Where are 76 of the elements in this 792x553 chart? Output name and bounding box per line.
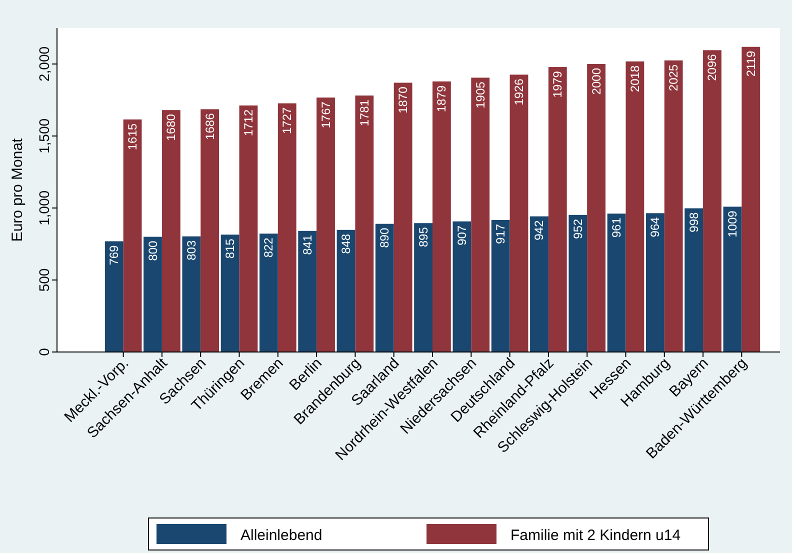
data-label: 2025 — [666, 64, 681, 92]
bar — [548, 67, 567, 352]
data-label: 800 — [146, 240, 160, 261]
bar — [723, 206, 742, 352]
data-label: 917 — [494, 224, 508, 244]
bar — [123, 119, 142, 352]
bar — [491, 220, 510, 352]
bar — [316, 98, 335, 352]
data-label: 1926 — [512, 78, 526, 106]
bar — [220, 234, 240, 352]
legend-label: Alleinlebend — [240, 527, 322, 544]
bar — [298, 230, 317, 352]
bar — [144, 236, 162, 352]
data-label: 1905 — [473, 81, 488, 108]
bar — [587, 64, 606, 352]
data-label: 2119 — [744, 50, 758, 77]
data-label: 961 — [610, 217, 624, 238]
bar — [607, 214, 626, 352]
bar — [355, 96, 374, 352]
data-label: 1879 — [434, 85, 449, 112]
bar — [336, 230, 356, 352]
data-label: 1009 — [725, 210, 740, 238]
data-label: 815 — [223, 238, 238, 259]
data-label: 841 — [300, 234, 314, 255]
data-label: 848 — [339, 234, 354, 254]
bar — [432, 81, 451, 352]
data-label: 1870 — [396, 86, 410, 114]
bar — [646, 213, 664, 352]
bar — [471, 78, 490, 352]
bar — [278, 103, 296, 352]
y-tick-label: 0 — [36, 348, 52, 356]
bar — [394, 82, 412, 352]
bar — [182, 236, 201, 352]
y-tick-label: 1,500 — [36, 118, 52, 154]
data-label: 964 — [648, 216, 662, 238]
bar — [664, 60, 683, 352]
y-tick-label: 1,000 — [36, 190, 52, 226]
data-label: 1727 — [280, 106, 294, 134]
data-label: 890 — [378, 228, 392, 248]
bar — [375, 224, 394, 352]
bar — [452, 221, 472, 352]
bar — [684, 208, 704, 352]
data-label: 2000 — [589, 68, 604, 95]
data-label: 895 — [416, 226, 430, 248]
data-label: 1979 — [550, 70, 565, 98]
data-label: 1615 — [126, 123, 140, 150]
bar — [568, 214, 588, 352]
bar — [703, 50, 722, 352]
data-label: 1680 — [164, 114, 178, 141]
data-label: 1686 — [202, 112, 217, 140]
y-tick-label: 2,000 — [36, 46, 52, 82]
data-label: 803 — [184, 240, 198, 260]
y-tick-label: 500 — [36, 268, 52, 292]
data-label: 2018 — [628, 65, 642, 92]
data-label: 942 — [532, 220, 546, 240]
bar — [162, 110, 180, 352]
data-label: 1781 — [357, 99, 372, 126]
bar — [200, 109, 220, 352]
data-label: 769 — [107, 244, 122, 266]
data-label: 1712 — [241, 109, 256, 136]
data-label: 2096 — [705, 54, 720, 81]
data-label: 998 — [686, 212, 701, 232]
bar — [510, 74, 528, 352]
bar — [626, 61, 644, 352]
y-axis-title: Euro pro Monat — [9, 137, 26, 242]
bar — [104, 241, 124, 352]
bar — [414, 223, 432, 352]
bar — [742, 46, 760, 352]
data-label: 822 — [262, 237, 276, 258]
bar — [239, 105, 258, 352]
data-label: 907 — [454, 225, 469, 246]
data-label: 952 — [570, 218, 585, 239]
bar — [530, 216, 548, 352]
bar — [260, 234, 278, 352]
data-label: 1767 — [318, 101, 333, 128]
legend-label: Familie mit 2 Kindern u14 — [510, 527, 681, 544]
